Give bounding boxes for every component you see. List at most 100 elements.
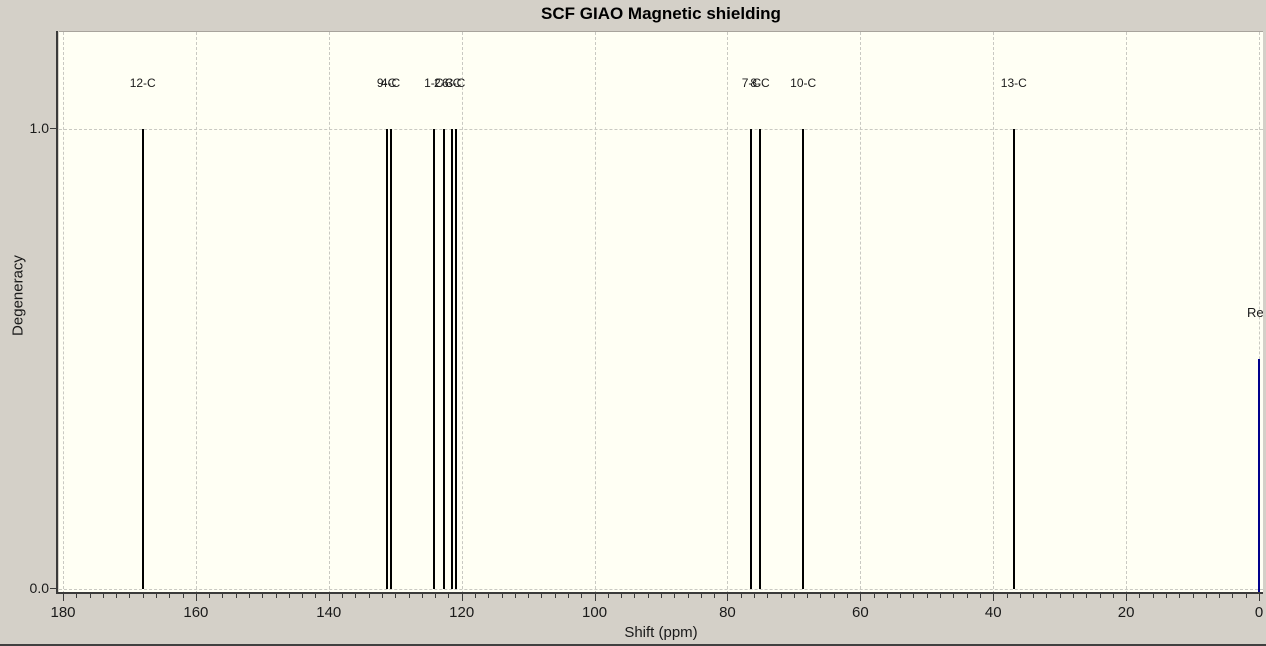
x-minor-tick: [501, 594, 503, 598]
peak-line: [442, 129, 445, 589]
vertical-gridline: [727, 32, 729, 594]
x-axis-line: [56, 592, 1263, 594]
y-axis-line: [56, 31, 58, 594]
x-minor-tick: [1099, 594, 1101, 598]
x-minor-tick: [435, 594, 437, 598]
x-major-tick: [860, 594, 862, 601]
x-minor-tick: [129, 594, 131, 598]
x-minor-tick: [514, 594, 516, 598]
x-major-tick: [1126, 594, 1128, 601]
peak-label: 3-C: [446, 76, 466, 90]
x-minor-tick: [940, 594, 942, 598]
x-minor-tick: [661, 594, 662, 598]
x-minor-tick: [926, 594, 928, 598]
x-minor-tick: [1019, 594, 1021, 598]
x-minor-tick: [275, 594, 277, 598]
x-minor-tick: [102, 594, 104, 598]
x-minor-tick: [873, 594, 875, 598]
x-minor-tick: [847, 594, 849, 598]
x-minor-tick: [687, 594, 689, 598]
x-minor-tick: [249, 594, 251, 598]
x-minor-tick: [953, 594, 955, 598]
vertical-gridline: [1259, 32, 1260, 594]
peak-label: 2-C: [434, 76, 454, 90]
vertical-gridline: [328, 32, 330, 594]
x-minor-tick: [488, 594, 490, 598]
x-minor-tick: [567, 594, 569, 598]
plot-area[interactable]: 12-C 9-C 4-C 1-C 2-C 6-C 3-C 7-C 8-C 10-C 13-C Re: [59, 31, 1263, 594]
x-minor-tick: [700, 594, 702, 598]
peak-line: [385, 129, 388, 589]
peak-label: 9-C: [376, 76, 397, 90]
peak-line: [802, 129, 805, 589]
x-minor-tick: [288, 594, 290, 598]
x-minor-tick: [740, 594, 742, 598]
x-minor-tick: [1112, 594, 1114, 598]
x-minor-tick: [820, 594, 822, 598]
x-minor-tick: [674, 594, 676, 598]
x-minor-tick: [262, 594, 264, 598]
x-major-tick: [195, 594, 197, 601]
x-minor-tick: [1006, 594, 1008, 598]
x-tick-label: 180: [50, 604, 76, 621]
x-minor-tick: [1139, 594, 1141, 598]
x-minor-tick: [156, 594, 158, 598]
x-tick-label: 0: [1254, 604, 1264, 621]
vertical-gridline: [63, 32, 64, 594]
x-minor-tick: [979, 594, 981, 598]
x-tick-label: 100: [582, 604, 608, 621]
x-major-tick: [1259, 594, 1260, 601]
x-minor-tick: [142, 594, 144, 598]
peak-label: 10-C: [790, 76, 817, 90]
x-tick-label: 40: [984, 604, 1002, 621]
x-minor-tick: [886, 594, 888, 598]
x-minor-tick: [754, 594, 756, 598]
x-minor-tick: [89, 594, 91, 598]
x-minor-tick: [1152, 594, 1154, 598]
peak-label: 12-C: [129, 76, 156, 90]
x-minor-tick: [222, 594, 224, 598]
vertical-gridline: [860, 32, 862, 594]
peak-line: [1012, 129, 1015, 589]
x-minor-tick: [235, 594, 237, 598]
x-minor-tick: [621, 594, 623, 598]
x-minor-tick: [408, 594, 410, 598]
x-minor-tick: [182, 594, 184, 598]
peak-line: [454, 129, 457, 589]
x-tick-label: 120: [449, 604, 475, 621]
peak-label: 7-C: [741, 76, 762, 90]
x-minor-tick: [395, 594, 397, 598]
reference-line: [1258, 359, 1260, 593]
vertical-gridline: [461, 32, 463, 594]
x-major-tick: [63, 594, 64, 601]
x-minor-tick: [714, 594, 716, 598]
x-minor-tick: [315, 594, 317, 598]
peak-line: [759, 129, 761, 589]
x-minor-tick: [1033, 594, 1035, 598]
reference-label: Re: [1247, 305, 1263, 320]
peak-line: [389, 129, 392, 589]
x-minor-tick: [1245, 594, 1247, 598]
y-tick: [50, 588, 57, 589]
x-minor-tick: [528, 594, 530, 598]
peak-line: [141, 129, 144, 589]
y-tick: [50, 128, 57, 129]
x-minor-tick: [1205, 594, 1207, 598]
x-tick-label: 20: [1117, 604, 1135, 621]
x-major-tick: [328, 594, 330, 601]
x-minor-tick: [541, 594, 543, 598]
vertical-gridline: [594, 32, 596, 594]
x-major-tick: [461, 594, 463, 601]
x-minor-tick: [302, 594, 304, 598]
x-tick-label: 140: [316, 604, 342, 621]
x-minor-tick: [833, 594, 835, 598]
y-tick-label: 0.0: [29, 580, 49, 596]
x-minor-tick: [342, 594, 344, 598]
x-minor-tick: [355, 594, 357, 598]
x-minor-tick: [421, 594, 423, 598]
peak-label: 13-C: [1000, 76, 1027, 90]
x-minor-tick: [1059, 594, 1061, 598]
x-minor-tick: [1232, 594, 1234, 598]
x-tick-label: 160: [183, 604, 209, 621]
